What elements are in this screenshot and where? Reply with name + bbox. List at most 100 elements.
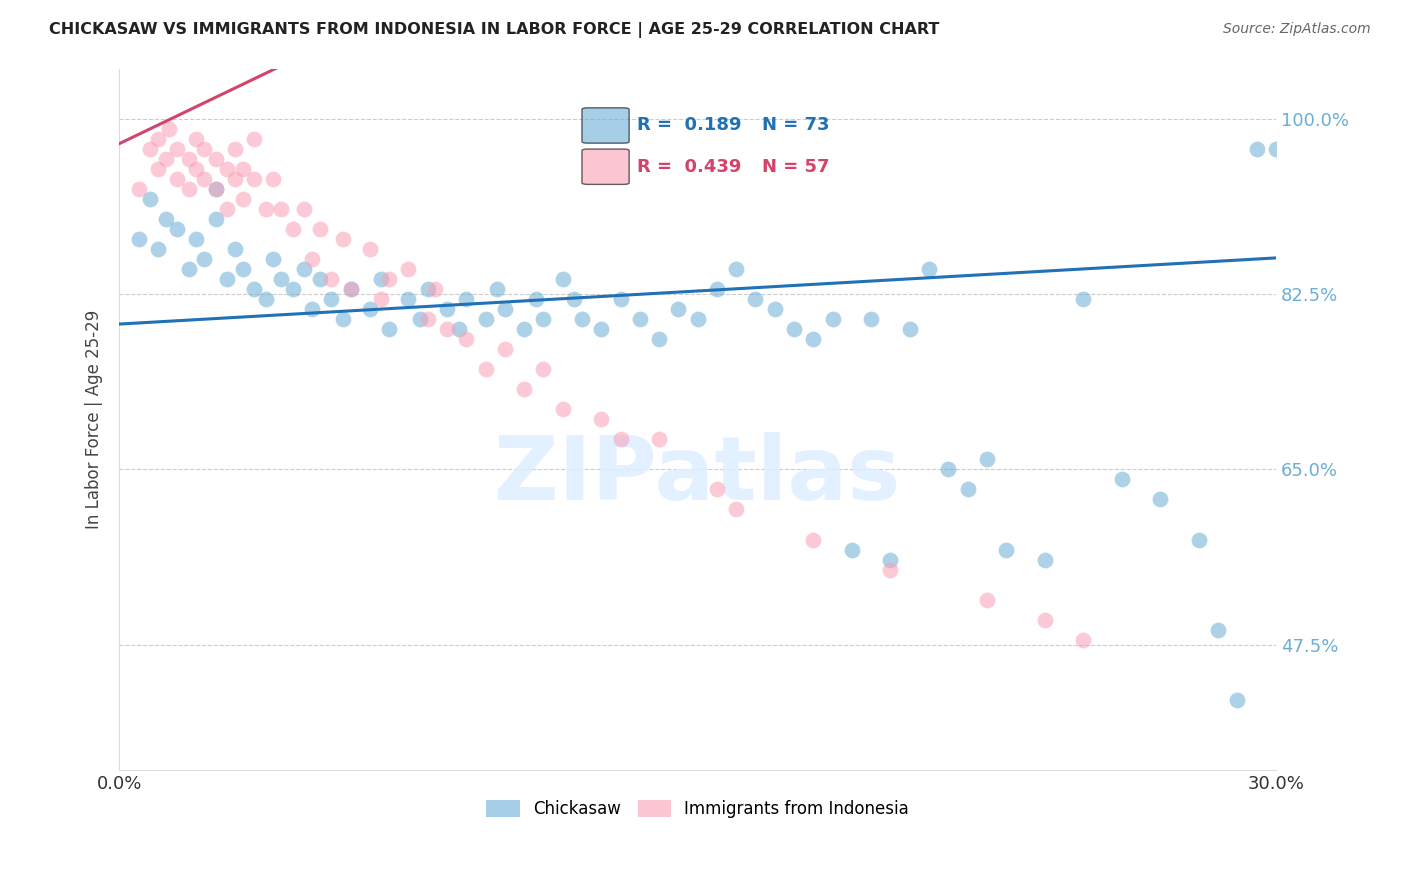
Point [263, 252, 285, 266]
Point [1033, 613, 1056, 627]
Point [270, 272, 292, 286]
Point [166, 222, 188, 236]
Point [339, 282, 361, 296]
Point [995, 542, 1018, 557]
Point [217, 161, 239, 176]
Point [177, 262, 200, 277]
Point [976, 592, 998, 607]
Point [308, 272, 330, 286]
Point [243, 282, 266, 296]
Point [551, 272, 574, 286]
Point [1265, 142, 1288, 156]
Point [609, 292, 631, 306]
Point [513, 382, 536, 396]
Text: Source: ZipAtlas.com: Source: ZipAtlas.com [1223, 22, 1371, 37]
Point [177, 182, 200, 196]
Point [1226, 693, 1249, 707]
Point [860, 312, 883, 326]
Point [744, 292, 766, 306]
Point [193, 171, 215, 186]
Point [321, 272, 343, 286]
Point [456, 332, 478, 346]
Point [666, 301, 689, 316]
Point [224, 171, 246, 186]
Point [918, 262, 941, 277]
Point [359, 301, 381, 316]
Point [177, 152, 200, 166]
Point [398, 262, 420, 277]
Point [936, 462, 959, 476]
Point [146, 161, 169, 176]
Point [193, 142, 215, 156]
Point [531, 312, 554, 326]
Point [301, 301, 323, 316]
Point [551, 402, 574, 417]
Point [648, 432, 671, 446]
Point [456, 292, 478, 306]
Point [1033, 552, 1056, 566]
Point [1188, 533, 1211, 547]
Point [416, 282, 439, 296]
Point [1071, 292, 1094, 306]
Point [232, 161, 254, 176]
Point [243, 131, 266, 145]
Point [976, 452, 998, 467]
Point [436, 301, 458, 316]
Point [155, 152, 177, 166]
Point [416, 312, 439, 326]
Point [128, 182, 150, 196]
Point [409, 312, 432, 326]
Point [879, 552, 901, 566]
Legend: Chickasaw, Immigrants from Indonesia: Chickasaw, Immigrants from Indonesia [479, 793, 915, 825]
Point [879, 563, 901, 577]
Point [1206, 623, 1229, 637]
Point [204, 182, 226, 196]
Point [155, 211, 177, 226]
Point [281, 282, 304, 296]
Point [447, 322, 470, 336]
Point [204, 211, 226, 226]
Point [898, 322, 921, 336]
Point [128, 232, 150, 246]
Point [186, 131, 208, 145]
Point [801, 533, 824, 547]
Point [166, 171, 188, 186]
Point [591, 322, 613, 336]
Point [186, 161, 208, 176]
Point [609, 432, 631, 446]
Point [254, 202, 277, 216]
Point [474, 312, 496, 326]
Point [308, 222, 330, 236]
Point [801, 332, 824, 346]
Point [204, 152, 226, 166]
Point [217, 272, 239, 286]
Point [217, 202, 239, 216]
Point [139, 142, 162, 156]
Point [193, 252, 215, 266]
Y-axis label: In Labor Force | Age 25-29: In Labor Force | Age 25-29 [86, 310, 103, 529]
Point [270, 202, 292, 216]
Point [398, 292, 420, 306]
Point [513, 322, 536, 336]
Point [166, 142, 188, 156]
Point [263, 171, 285, 186]
Point [686, 312, 709, 326]
Point [321, 292, 343, 306]
Point [494, 342, 516, 356]
Point [474, 362, 496, 376]
Point [224, 242, 246, 256]
Point [232, 192, 254, 206]
Point [292, 262, 315, 277]
Point [571, 312, 593, 326]
Point [562, 292, 585, 306]
Point [524, 292, 547, 306]
Point [628, 312, 651, 326]
Point [494, 301, 516, 316]
Point [956, 483, 979, 497]
Point [370, 292, 392, 306]
Point [243, 171, 266, 186]
Point [706, 282, 728, 296]
Point [1246, 142, 1268, 156]
Text: CHICKASAW VS IMMIGRANTS FROM INDONESIA IN LABOR FORCE | AGE 25-29 CORRELATION CH: CHICKASAW VS IMMIGRANTS FROM INDONESIA I… [49, 22, 939, 38]
Point [1111, 472, 1133, 486]
